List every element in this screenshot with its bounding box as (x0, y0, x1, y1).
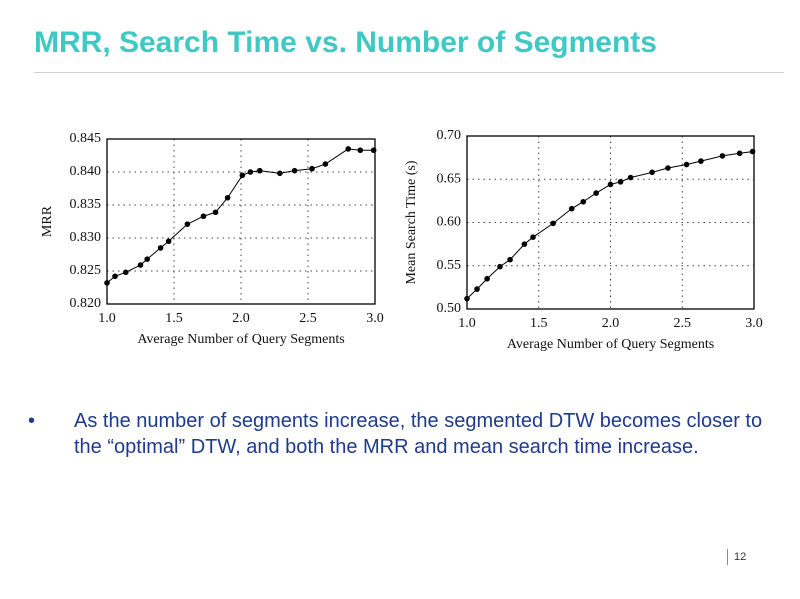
data-point (627, 174, 634, 181)
data-point (736, 150, 743, 157)
y-tick-label: 0.840 (70, 164, 102, 179)
data-point (484, 275, 490, 282)
data-point (256, 167, 263, 174)
data-point (309, 165, 315, 172)
data-point (683, 161, 690, 168)
y-tick-label: 0.60 (437, 215, 462, 230)
data-point (200, 213, 207, 220)
data-point (165, 238, 172, 245)
data-point (550, 220, 556, 227)
x-tick-label: 1.0 (458, 316, 476, 331)
y-tick-label: 0.65 (437, 171, 462, 186)
bullet-text: As the number of segments increase, the … (74, 410, 763, 458)
x-tick-label: 1.5 (530, 316, 548, 331)
x-tick-label: 2.5 (299, 311, 317, 326)
y-tick-label: 0.825 (70, 263, 102, 278)
x-tick-label: 3.0 (745, 316, 763, 331)
data-point (617, 179, 624, 185)
x-axis-label: Average Number of Query Segments (137, 332, 344, 347)
plot-frame (466, 135, 755, 310)
data-point (580, 198, 587, 205)
x-tick-label: 3.0 (366, 311, 384, 326)
x-tick-label: 2.0 (602, 316, 620, 331)
data-point (530, 234, 536, 241)
data-point (593, 190, 599, 196)
data-point (497, 263, 503, 270)
page-number: 12 (727, 549, 746, 565)
data-point (719, 153, 726, 159)
data-point (291, 167, 298, 174)
bullet-dot: • (28, 410, 36, 432)
title-rule (34, 72, 784, 73)
data-line (106, 148, 374, 284)
data-point (345, 146, 352, 152)
y-tick-label: 0.70 (437, 128, 462, 143)
data-point (122, 269, 129, 276)
data-point (568, 205, 575, 212)
y-axis-label: Mean Search Time (s) (404, 160, 419, 284)
x-tick-label: 2.0 (232, 311, 250, 326)
data-point (277, 170, 283, 177)
data-point (357, 147, 364, 154)
data-point (224, 194, 231, 201)
x-tick-label: 1.5 (165, 311, 183, 326)
data-point (521, 241, 528, 247)
data-point (144, 256, 150, 262)
y-tick-label: 0.55 (437, 258, 462, 273)
data-point (507, 256, 513, 263)
x-axis-label: Average Number of Query Segments (507, 337, 714, 352)
data-point (607, 181, 614, 188)
plot-frame (106, 138, 376, 305)
data-point (665, 165, 671, 171)
data-point (212, 209, 219, 216)
data-point (370, 147, 377, 154)
bullet: • As the number of segments increase, the… (28, 408, 768, 460)
slide-title: MRR, Search Time vs. Number of Segments (34, 26, 657, 59)
data-line (466, 151, 753, 299)
y-tick-label: 0.820 (70, 296, 102, 311)
y-tick-label: 0.50 (437, 301, 462, 316)
data-point (322, 161, 329, 167)
data-point (698, 158, 704, 164)
data-point (157, 245, 164, 251)
x-tick-label: 2.5 (674, 316, 692, 331)
data-point (649, 169, 655, 176)
data-point (112, 273, 118, 280)
data-point (474, 286, 480, 292)
x-tick-label: 1.0 (98, 311, 116, 326)
data-point (104, 280, 110, 286)
data-point (464, 295, 470, 302)
y-tick-label: 0.835 (70, 197, 102, 212)
data-point (749, 148, 756, 155)
data-point (247, 169, 254, 175)
data-point (137, 262, 144, 268)
y-tick-label: 0.845 (70, 131, 102, 146)
y-tick-label: 0.830 (70, 230, 102, 245)
data-point (239, 172, 246, 179)
y-axis-label: MRR (40, 205, 55, 237)
data-point (184, 221, 191, 227)
